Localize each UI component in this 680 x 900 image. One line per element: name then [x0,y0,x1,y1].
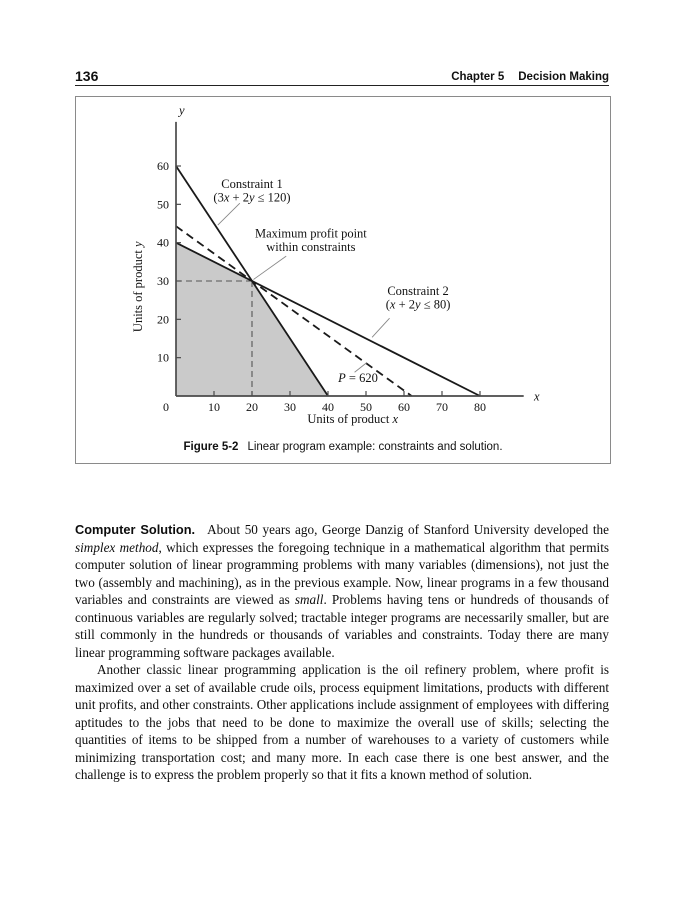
axis-letter-x: x [533,390,540,404]
x-tick-label: 10 [208,400,220,414]
origin-label: 0 [163,400,169,414]
running-head-chapter: Chapter 5 [451,71,505,83]
axis-letter-y: y [177,103,185,117]
max-profit-point-leader [253,255,287,280]
y-tick-label: 10 [157,351,169,365]
figure-caption-label: Figure 5-2 [183,441,239,453]
y-axis-title: Units of product y [131,241,145,332]
profit-line-p620 [175,225,413,397]
figure-caption: Figure 5-2 Linear program example: constr… [76,441,610,453]
paragraph-applications: Another classic linear programming appli… [75,661,609,784]
x-axis-title: Units of product x [307,412,398,426]
running-head: Chapter 5 Decision Making [451,71,609,83]
x-tick-label: 20 [246,400,258,414]
section-heading: Computer Solution. [75,522,196,537]
max-profit-point-label: Maximum profit point [255,227,367,241]
y-tick-label: 30 [157,274,169,288]
x-tick-label: 40 [322,400,334,414]
constraint-2-label: Constraint 2 [387,284,448,298]
constraint-1-label: Constraint 1 [221,177,282,191]
constraint-2-line [175,241,481,397]
body-text: Computer Solution. About 50 years ago, Ge… [75,521,609,784]
feasible-region [176,242,328,396]
running-head-section: Decision Making [518,71,609,83]
paragraph-computer-solution: Computer Solution. About 50 years ago, Ge… [75,521,609,661]
y-tick-label: 50 [157,197,169,211]
constraint-2-label: (x + 2y ≤ 80) [386,298,451,312]
header-rule [75,85,609,86]
x-tick-label: 80 [474,400,486,414]
linear-program-chart: 10 20 30 40 50 60 70 80 10 20 30 40 50 60 0 y x Units of … [131,103,540,426]
paragraph-1-text: About 50 years ago, George Danzig of Sta… [75,522,610,660]
x-tick-label: 50 [360,400,372,414]
constraint-2-leader [371,317,390,338]
constraint-1-leader [217,202,241,226]
max-profit-point-label: within constraints [266,240,355,254]
profit-value-leader [354,362,368,373]
constraint-1-label: (3x + 2y ≤ 120) [213,190,290,204]
profit-value-label: P = 620 [337,371,378,385]
figure-box: 10 20 30 40 50 60 70 80 10 20 30 40 50 60 0 y x Units of … [75,96,611,464]
figure-caption-text: Linear program example: constraints and … [247,441,503,453]
page-header: 136 Chapter 5 Decision Making [75,66,609,84]
x-tick-label: 30 [284,400,296,414]
x-tick-label: 70 [436,400,448,414]
page-number: 136 [75,68,99,84]
paragraph-2-text: Another classic linear programming appli… [75,662,609,782]
y-tick-label: 60 [157,159,169,173]
x-tick-label: 60 [398,400,410,414]
y-tick-label: 40 [157,236,169,250]
y-tick-label: 20 [157,312,169,326]
